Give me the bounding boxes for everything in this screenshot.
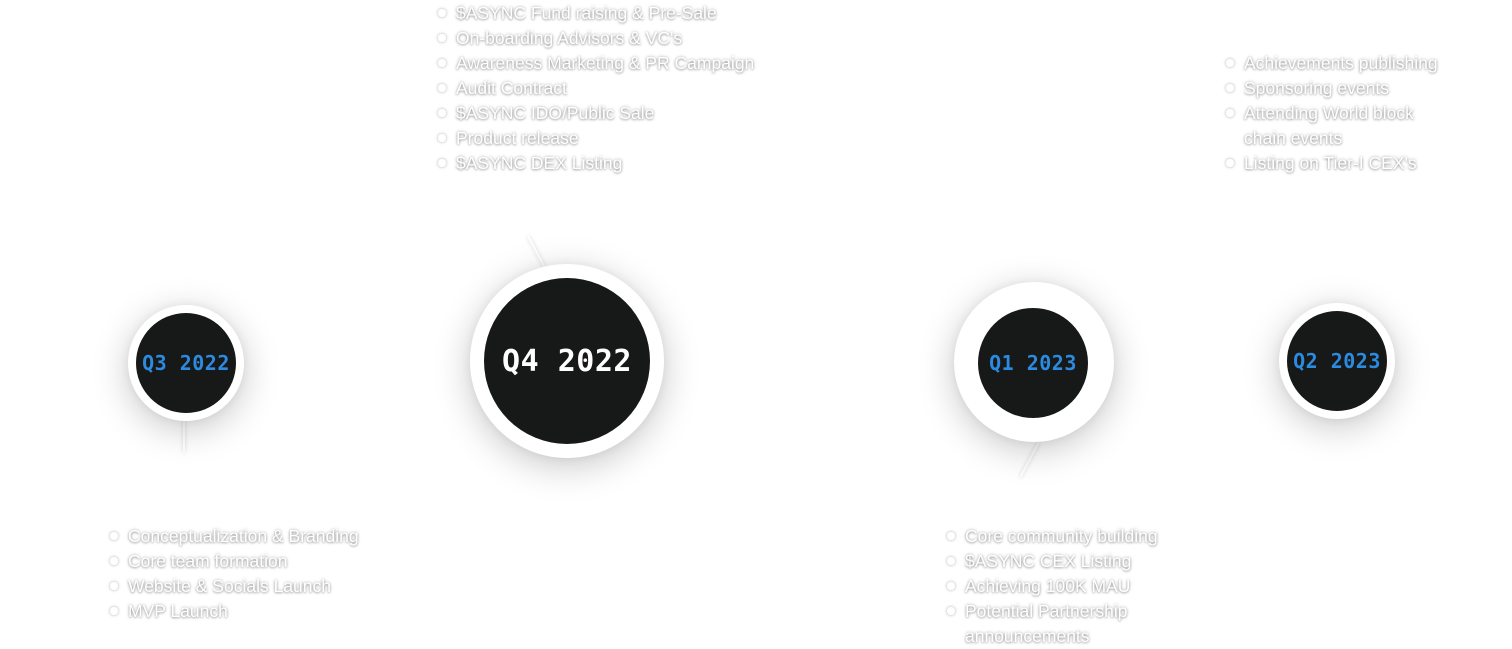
list-item: $ASYNC CEX Listing [947,549,1187,574]
milestone-list-q1-2023: Core community building $ASYNC CEX Listi… [947,524,1187,649]
milestone-q1-2023[interactable]: Q1 2023 [954,282,1114,442]
list-item: Core community building [947,524,1187,549]
list-item: Conceptualization & Branding [110,524,410,549]
milestone-list-q4-2022: $ASYNC Fund raising & Pre-Sale On-boardi… [438,1,798,176]
list-item: Achievements publishing [1226,51,1456,76]
list-item: Website & Socials Launch [110,574,410,599]
list-item: Listing on Tier-I CEX's [1226,151,1456,176]
milestone-label-q4-2022: Q4 2022 [502,343,632,379]
milestone-q4-2022[interactable]: Q4 2022 [470,264,664,458]
list-item: Core team formation [110,549,410,574]
milestone-list-q3-2022: Conceptualization & Branding Core team f… [110,524,410,624]
list-item: Potential Partnership announcements [947,599,1187,649]
milestone-q2-2023[interactable]: Q2 2023 [1279,303,1395,419]
connector-q1 [1019,441,1040,478]
list-item: $ASYNC DEX Listing [438,151,798,176]
milestone-list-q2-2023: Achievements publishing Sponsoring event… [1226,51,1456,176]
milestone-q2-2023-disc: Q2 2023 [1287,311,1387,411]
list-item: $ASYNC IDO/Public Sale [438,101,798,126]
list-item: Achieving 100K MAU [947,574,1187,599]
connector-q4 [527,235,546,269]
list-item: MVP Launch [110,599,410,624]
list-item: Sponsoring events [1226,76,1456,101]
list-item: Audit Contract [438,76,798,101]
list-item: $ASYNC Fund raising & Pre-Sale [438,1,798,26]
list-item: Attending World block chain events [1226,101,1456,151]
milestone-label-q3-2022: Q3 2022 [142,351,230,375]
milestone-q3-2022-disc: Q3 2022 [136,313,236,413]
list-item: On-boarding Advisors & VC's [438,26,798,51]
list-item: Product release [438,126,798,151]
milestone-q1-2023-disc: Q1 2023 [978,308,1088,418]
list-item: Awareness Marketing & PR Campaign [438,51,798,76]
connector-q3 [183,418,185,452]
milestone-label-q1-2023: Q1 2023 [989,351,1077,375]
milestone-q4-2022-disc: Q4 2022 [484,278,650,444]
milestone-label-q2-2023: Q2 2023 [1293,349,1381,373]
milestone-q3-2022[interactable]: Q3 2022 [128,305,244,421]
